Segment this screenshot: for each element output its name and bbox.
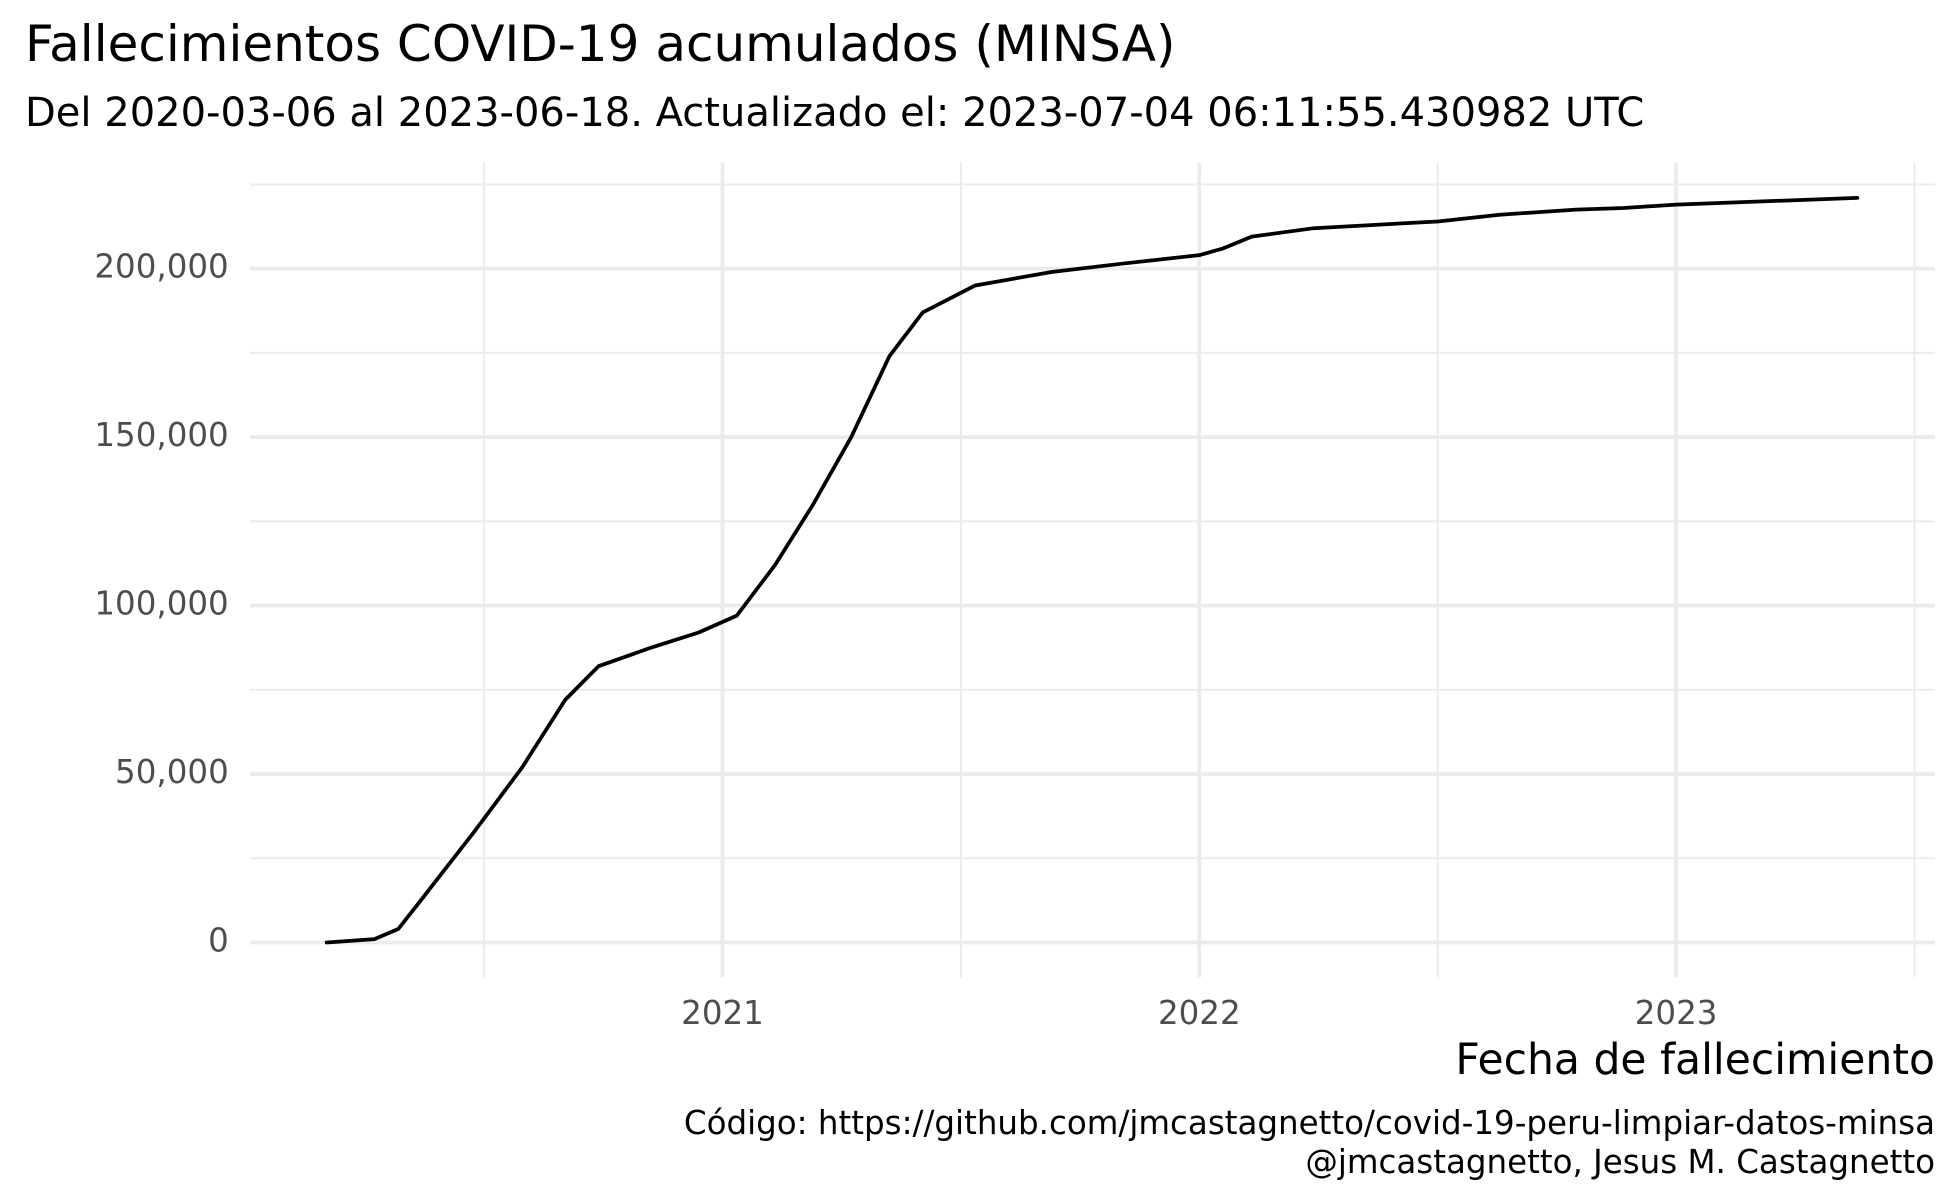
- data-line: [324, 196, 1860, 945]
- y-tick-label: 100,000: [94, 585, 228, 623]
- y-tick-label: 0: [208, 921, 229, 959]
- y-tick-label: 200,000: [94, 248, 228, 286]
- chart-title: Fallecimientos COVID-19 acumulados (MINS…: [25, 15, 1176, 73]
- x-axis-title: Fecha de fallecimiento: [1455, 1036, 1935, 1085]
- x-tick-label: 2022: [1158, 994, 1241, 1032]
- caption: Código: https://github.com/jmcastagnetto…: [684, 1104, 1935, 1142]
- x-tick-label: 2021: [681, 994, 764, 1032]
- x-tick-label: 2023: [1635, 994, 1718, 1032]
- y-tick-label: 150,000: [94, 416, 228, 454]
- chart-subtitle: Del 2020-03-06 al 2023-06-18. Actualizad…: [25, 90, 1644, 136]
- caption: @jmcastagnetto, Jesus M. Castagnetto: [1305, 1143, 1935, 1181]
- y-tick-label: 50,000: [115, 753, 229, 791]
